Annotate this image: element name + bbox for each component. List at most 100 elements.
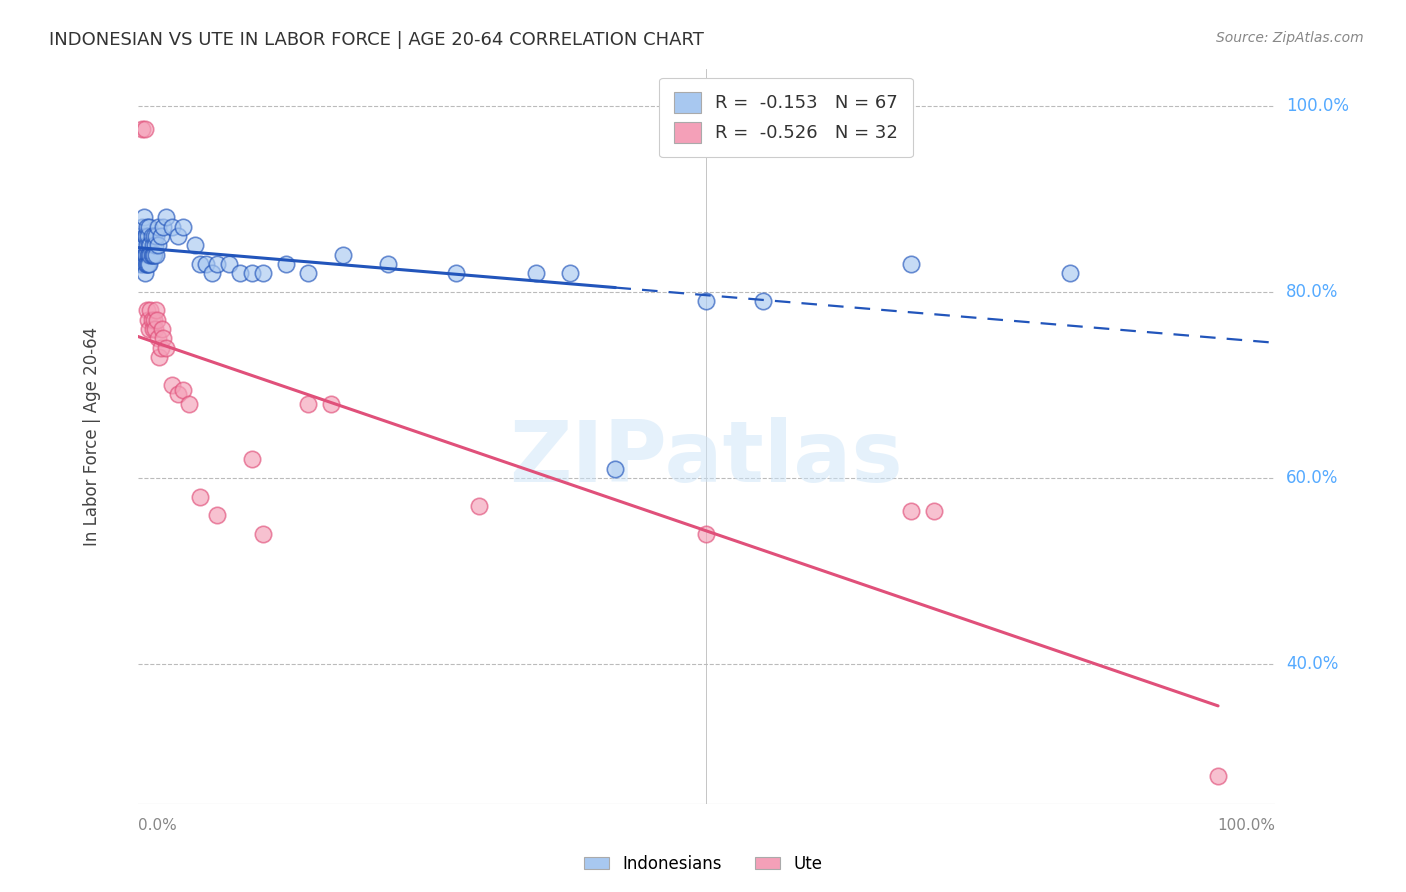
- Point: [145, 247, 167, 261]
- Text: 80.0%: 80.0%: [1286, 283, 1339, 301]
- Point: [139, 238, 162, 252]
- Point: [558, 266, 581, 280]
- Point: [142, 312, 165, 326]
- Point: [1206, 769, 1229, 783]
- Point: [321, 396, 343, 410]
- Point: [136, 257, 159, 271]
- Point: [136, 312, 159, 326]
- Point: [145, 303, 167, 318]
- Point: [252, 526, 274, 541]
- Legend: R =  -0.153   N = 67, R =  -0.526   N = 32: R = -0.153 N = 67, R = -0.526 N = 32: [659, 78, 912, 157]
- Point: [166, 387, 188, 401]
- Point: [195, 257, 218, 271]
- Point: [177, 396, 200, 410]
- Point: [141, 247, 163, 261]
- Point: [207, 508, 229, 523]
- Point: [149, 229, 172, 244]
- Point: [468, 499, 491, 513]
- Point: [145, 229, 167, 244]
- Point: [152, 219, 174, 234]
- Point: [134, 122, 156, 136]
- Point: [332, 247, 354, 261]
- Point: [141, 229, 163, 244]
- Point: [524, 266, 547, 280]
- Point: [190, 257, 212, 271]
- Point: [136, 257, 159, 271]
- Point: [128, 247, 150, 261]
- Point: [134, 247, 156, 261]
- Point: [138, 238, 160, 252]
- Point: [142, 247, 165, 261]
- Point: [252, 266, 274, 280]
- Point: [446, 266, 468, 280]
- Point: [129, 257, 152, 271]
- Point: [141, 312, 163, 326]
- Point: [149, 341, 172, 355]
- Point: [142, 229, 165, 244]
- Point: [138, 219, 160, 234]
- Point: [139, 303, 162, 318]
- Legend: Indonesians, Ute: Indonesians, Ute: [576, 848, 830, 880]
- Point: [134, 266, 156, 280]
- Text: INDONESIAN VS UTE IN LABOR FORCE | AGE 20-64 CORRELATION CHART: INDONESIAN VS UTE IN LABOR FORCE | AGE 2…: [49, 31, 704, 49]
- Point: [160, 378, 183, 392]
- Point: [139, 247, 162, 261]
- Point: [240, 266, 263, 280]
- Point: [900, 503, 922, 517]
- Point: [143, 238, 166, 252]
- Point: [129, 229, 152, 244]
- Point: [131, 238, 153, 252]
- Point: [131, 122, 153, 136]
- Point: [695, 526, 717, 541]
- Point: [150, 322, 173, 336]
- Point: [148, 238, 170, 252]
- Text: Source: ZipAtlas.com: Source: ZipAtlas.com: [1216, 31, 1364, 45]
- Point: [148, 331, 170, 345]
- Point: [142, 247, 165, 261]
- Point: [160, 219, 183, 234]
- Text: 100.0%: 100.0%: [1218, 818, 1275, 833]
- Point: [190, 490, 212, 504]
- Point: [129, 234, 152, 248]
- Point: [184, 238, 207, 252]
- Point: [297, 396, 319, 410]
- Point: [136, 219, 159, 234]
- Point: [138, 257, 160, 271]
- Point: [900, 257, 922, 271]
- Point: [143, 322, 166, 336]
- Point: [146, 312, 169, 326]
- Text: 60.0%: 60.0%: [1286, 469, 1339, 487]
- Point: [132, 257, 155, 271]
- Point: [136, 238, 159, 252]
- Point: [166, 229, 188, 244]
- Point: [240, 452, 263, 467]
- Point: [136, 229, 159, 244]
- Point: [377, 257, 399, 271]
- Point: [132, 238, 155, 252]
- Point: [152, 331, 174, 345]
- Point: [148, 219, 170, 234]
- Point: [922, 503, 945, 517]
- Text: In Labor Force | Age 20-64: In Labor Force | Age 20-64: [83, 326, 101, 546]
- Point: [155, 341, 177, 355]
- Point: [136, 247, 159, 261]
- Point: [172, 219, 194, 234]
- Point: [207, 257, 229, 271]
- Point: [172, 383, 194, 397]
- Text: ZIPatlas: ZIPatlas: [509, 417, 903, 500]
- Text: 100.0%: 100.0%: [1286, 96, 1350, 115]
- Point: [134, 229, 156, 244]
- Point: [229, 266, 252, 280]
- Point: [138, 247, 160, 261]
- Point: [131, 219, 153, 234]
- Point: [274, 257, 297, 271]
- Point: [142, 322, 165, 336]
- Point: [135, 229, 157, 244]
- Point: [201, 266, 224, 280]
- Point: [1059, 266, 1081, 280]
- Point: [138, 322, 160, 336]
- Point: [148, 350, 170, 364]
- Point: [136, 303, 159, 318]
- Text: 40.0%: 40.0%: [1286, 655, 1339, 673]
- Text: 0.0%: 0.0%: [138, 818, 177, 833]
